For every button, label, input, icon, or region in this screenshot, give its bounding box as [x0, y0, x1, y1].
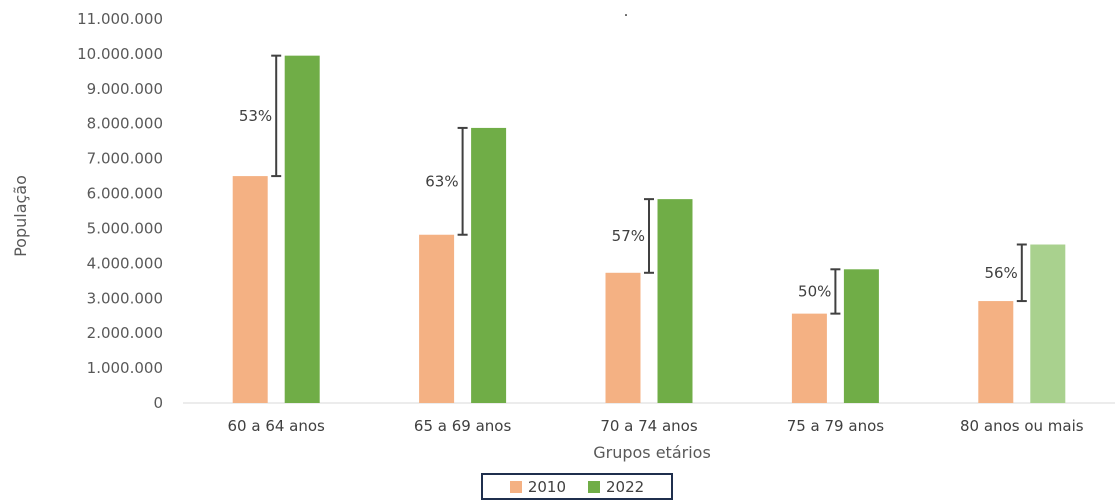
bars: [232, 55, 1066, 404]
growth-bracket: [644, 198, 654, 274]
y-tick-label: 1.000.000: [87, 359, 163, 377]
legend-item-2022: 2022: [588, 478, 644, 496]
y-tick-label: 3.000.000: [87, 289, 163, 307]
bar-2010: [419, 234, 455, 403]
growth-label: 56%: [984, 264, 1017, 282]
y-tick-label: 8.000.000: [87, 115, 163, 133]
y-tick-label: 10.000.000: [77, 45, 163, 63]
y-tick-label: 6.000.000: [87, 185, 163, 203]
legend-swatch-2010: [509, 480, 522, 493]
x-tick-label: 60 a 64 anos: [228, 417, 326, 435]
bar-2022: [1030, 244, 1066, 403]
bar-2010: [605, 272, 641, 403]
growth-bracket: [271, 54, 282, 178]
y-tick-label: 4.000.000: [87, 254, 163, 272]
growth-brackets: 53% 63% 57% 50% 56%: [239, 54, 1027, 315]
x-axis-title: Grupos etários: [593, 443, 711, 462]
bar-2022: [657, 199, 693, 403]
x-axis-labels: 60 a 64 anos 65 a 69 anos 70 a 74 anos 75 a…: [228, 417, 1084, 435]
x-tick-label: 75 a 79 anos: [787, 417, 885, 435]
y-tick-label: 5.000.000: [87, 219, 163, 237]
x-tick-label: 80 anos ou mais: [960, 417, 1084, 435]
legend: 2010 2022: [481, 473, 673, 500]
legend-label-2022: 2022: [606, 477, 645, 496]
bar-2010: [978, 301, 1014, 403]
y-axis-title: População: [11, 175, 30, 257]
bar-2010: [232, 176, 268, 403]
bar-2022: [843, 269, 879, 403]
y-tick-label: 7.000.000: [87, 150, 163, 168]
legend-label-2010: 2010: [527, 477, 566, 496]
y-axis-ticks: 0 1.000.000 2.000.000 3.000.000 4.000.000 5.0…: [77, 10, 163, 412]
legend-swatch-2022: [588, 480, 600, 493]
bar-2022: [284, 55, 320, 404]
bar-2010: [791, 313, 827, 403]
growth-label: 50%: [798, 282, 831, 300]
growth-label: 57%: [612, 227, 645, 245]
y-tick-label: 11.000.000: [77, 10, 163, 28]
y-tick-label: 2.000.000: [87, 324, 163, 342]
legend-item-2010: 2010: [509, 477, 566, 496]
bar-chart: . 0 1.000.000 2.000.000 3.000.000 4.000.000 5…: [11, 2, 1115, 462]
y-tick-label: 9.000.000: [87, 80, 163, 98]
bar-2022: [471, 127, 507, 403]
growth-label: 63%: [425, 172, 458, 190]
growth-bracket: [457, 126, 468, 236]
x-tick-label: 65 a 69 anos: [414, 417, 512, 435]
x-tick-label: 70 a 74 anos: [600, 417, 698, 435]
growth-bracket: [830, 268, 841, 315]
growth-bracket: [1016, 243, 1027, 303]
growth-label: 53%: [239, 107, 272, 125]
chart-title-mark: .: [624, 2, 629, 20]
y-tick-label: 0: [153, 394, 163, 412]
